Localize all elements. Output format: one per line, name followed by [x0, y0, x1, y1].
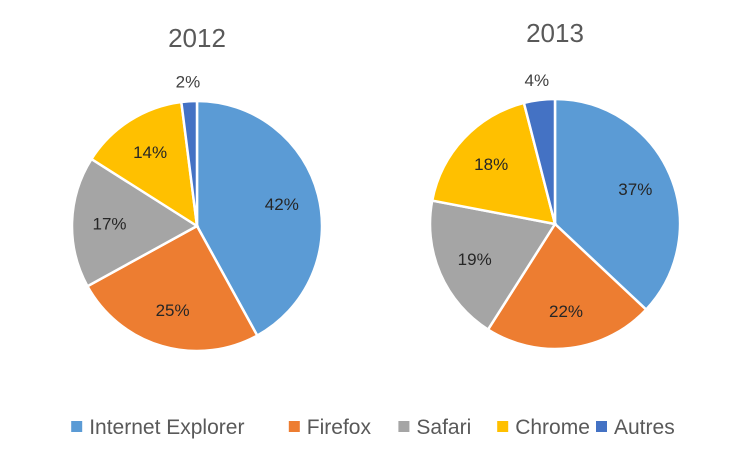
data-label: 42% [265, 195, 299, 214]
chart-title-2012: 2012 [168, 23, 226, 53]
data-label: 37% [618, 180, 652, 199]
chart-title-2013: 2013 [526, 18, 584, 48]
pie-slice-safari [428, 199, 558, 332]
pie-slice-firefox [85, 224, 259, 353]
pie-slice-chrome [89, 100, 199, 229]
legend-label: Chrome [515, 416, 590, 439]
pie-slice-safari [70, 157, 200, 288]
legend-label: Firefox [307, 416, 372, 439]
pie-2013: 37% 22% 19% 18% 4% [428, 71, 682, 351]
legend-swatch-safari [398, 421, 410, 432]
pie-slice-firefox [486, 222, 648, 351]
legend-label: Internet Explorer [89, 416, 244, 439]
pie-slice-autres [179, 99, 199, 227]
legend-swatch-chrome [497, 421, 509, 432]
data-label: 22% [549, 302, 583, 321]
pie-slice-autres [522, 97, 557, 225]
legend-swatch-autres [596, 421, 607, 432]
data-label: 4% [525, 71, 550, 90]
pie-slice-internet-explorer [553, 97, 682, 312]
legend-swatch-firefox [288, 421, 300, 432]
pie-2012: 42% 25% 17% 14% 2% [70, 72, 324, 353]
pie-slice-chrome [430, 101, 557, 226]
data-label: 25% [156, 301, 190, 320]
pie-slice-internet-explorer [195, 99, 324, 338]
data-label: 14% [133, 143, 167, 162]
legend-label: Safari [416, 416, 471, 439]
data-label: 19% [458, 250, 492, 269]
legend: Internet Explorer Firefox Safari Chrome Autr… [71, 416, 675, 439]
legend-label: Autres [614, 416, 675, 439]
data-label: 18% [474, 155, 508, 174]
data-label: 2% [176, 72, 201, 91]
legend-swatch-internet-explorer [71, 421, 83, 432]
data-label: 17% [92, 214, 126, 233]
